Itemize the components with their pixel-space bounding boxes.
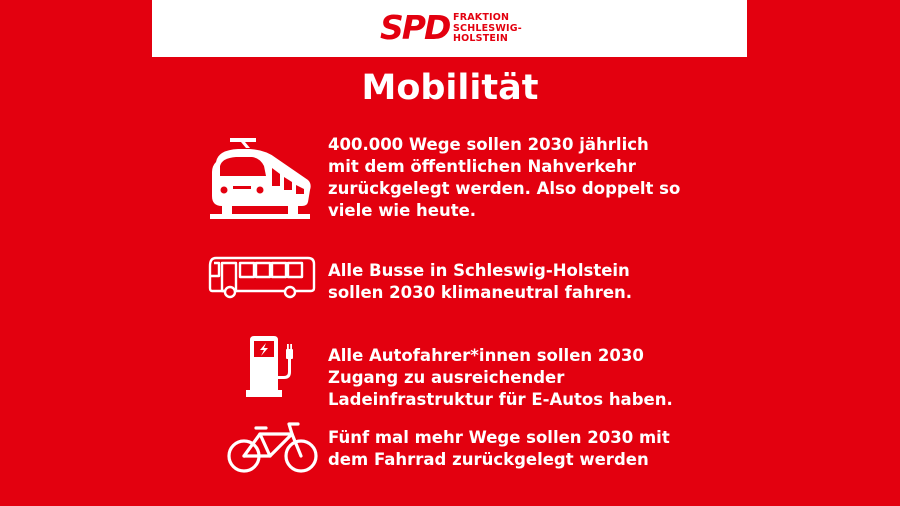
item-1-line-3: zurückgelegt werden. Also doppelt so	[328, 179, 681, 198]
page-title: Mobilität	[361, 68, 539, 108]
item-1-line-2: mit dem öffentlichen Nahverkehr	[328, 157, 636, 176]
item-3-line-2: Zugang zu ausreichender	[328, 368, 565, 387]
item-2-line-2: sollen 2030 klimaneutral fahren.	[328, 283, 633, 302]
item-1-line-4: viele wie heute.	[328, 201, 477, 220]
logo-mark: SPD	[380, 8, 451, 47]
item-4-line-2: dem Fahrrad zurückgelegt werden	[328, 450, 649, 469]
item-1-line-1: 400.000 Wege sollen 2030 jährlich	[328, 135, 649, 154]
header-bar: SPD FRAKTION SCHLESWIG- HOLSTEIN	[152, 0, 747, 57]
charging-station-icon	[246, 336, 293, 397]
item-4-line-1: Fünf mal mehr Wege sollen 2030 mit	[328, 428, 670, 447]
item-3-line-3: Ladeinfrastruktur für E-Autos haben.	[328, 390, 673, 409]
bus-icon	[208, 256, 316, 299]
train-icon	[210, 138, 311, 219]
logo-line-1: FRAKTION	[453, 12, 510, 23]
logo-subtitle: FRAKTION SCHLESWIG- HOLSTEIN	[453, 12, 522, 45]
logo-line-3: HOLSTEIN	[453, 33, 508, 44]
logo-line-2: SCHLESWIG-	[453, 22, 522, 34]
bicycle-icon	[227, 422, 318, 473]
item-3-line-1: Alle Autofahrer*innen sollen 2030	[328, 346, 644, 365]
item-2-line-1: Alle Busse in Schleswig-Holstein	[328, 261, 630, 280]
